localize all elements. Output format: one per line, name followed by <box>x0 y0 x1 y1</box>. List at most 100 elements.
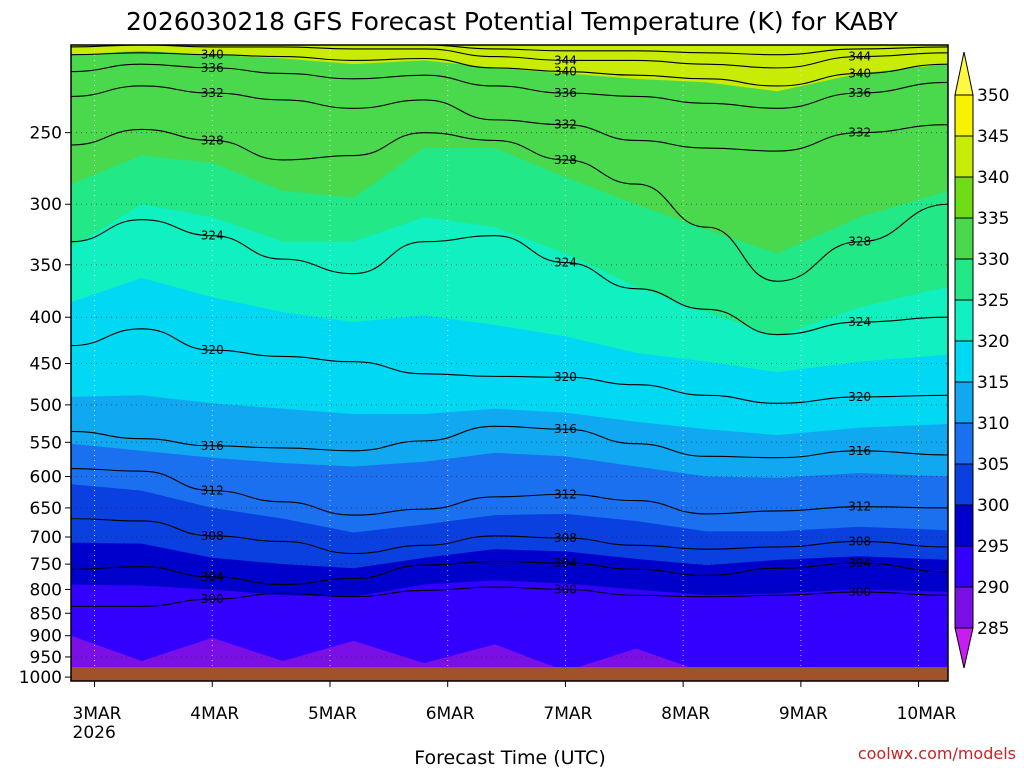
contour-label-312-2: 312 <box>848 500 871 514</box>
contour-316 <box>70 425 949 459</box>
colorbar-swatch-325 <box>954 258 974 301</box>
y-tick-label-550: 550 <box>30 433 62 453</box>
contour-label-300-1: 300 <box>554 582 577 596</box>
colorbar-swatch-290 <box>954 545 974 588</box>
y-axis: 250 300 350 400 450 500 550 600 650 700 750 800 850 9… <box>19 124 71 688</box>
contour-label-308-2: 308 <box>848 534 871 548</box>
colorbar-swatch-335 <box>954 176 974 219</box>
contour-308 <box>70 518 949 555</box>
contour-label-320-2: 320 <box>848 390 871 404</box>
colorbar-swatch-310 <box>954 381 974 424</box>
contour-label-304-0: 304 <box>201 570 224 584</box>
contour-label-328-2: 328 <box>848 235 871 249</box>
colorbar-swatch-345 <box>954 94 974 137</box>
ground-strip <box>71 667 948 681</box>
x-tick-label-7MAR: 7MAR <box>543 704 592 724</box>
y-tick-label-300: 300 <box>30 195 62 215</box>
colorbar-top-arrow <box>954 51 974 96</box>
y-tick-label-650: 650 <box>30 499 62 519</box>
y-tick-label-1000: 1000 <box>19 668 62 688</box>
colorbar-label-330: 330 <box>977 250 1009 270</box>
contour-label-300-2: 300 <box>848 585 871 599</box>
contour-label-340-1: 340 <box>554 65 577 79</box>
contour-label-344-2: 344 <box>848 50 871 64</box>
y-tick-label-800: 800 <box>30 580 62 600</box>
contour-label-336-0: 336 <box>201 61 224 75</box>
y-tick-label-900: 900 <box>30 627 62 647</box>
contour-328 <box>70 128 949 282</box>
contour-label-336-2: 336 <box>848 86 871 100</box>
colorbar-label-295: 295 <box>977 537 1009 557</box>
contour-label-328-0: 328 <box>201 133 224 147</box>
x-tick-label-6MAR: 6MAR <box>426 704 475 724</box>
x-tick-label-8MAR: 8MAR <box>661 704 710 724</box>
colorbar-label-335: 335 <box>977 209 1009 229</box>
contour-label-332-0: 332 <box>201 86 224 100</box>
colorbar-label-300: 300 <box>977 496 1009 516</box>
contour-label-340-0: 340 <box>201 48 224 62</box>
y-tick-label-700: 700 <box>30 528 62 548</box>
contour-label-304-2: 304 <box>848 556 871 570</box>
x-tick-label-9MAR: 9MAR <box>779 704 828 724</box>
colorbar-label-325: 325 <box>977 291 1009 311</box>
contour-label-304-1: 304 <box>554 556 577 570</box>
y-tick-label-950: 950 <box>30 648 62 668</box>
y-tick-label-250: 250 <box>30 124 62 144</box>
chart-title: 2026030218 GFS Forecast Potential Temper… <box>126 7 899 36</box>
contour-label-336-1: 336 <box>554 86 577 100</box>
contour-label-316-0: 316 <box>201 439 224 453</box>
contour-label-332-2: 332 <box>848 126 871 140</box>
contour-label-312-1: 312 <box>554 487 577 501</box>
colorbar-swatch-295 <box>954 504 974 547</box>
contour-label-324-2: 324 <box>848 315 871 329</box>
contour-340 <box>70 52 949 87</box>
x-tick-label-3MAR: 3MAR <box>73 704 122 724</box>
contour-344 <box>70 44 949 69</box>
contour-label-324-1: 324 <box>554 256 577 270</box>
y-tick-label-750: 750 <box>30 555 62 575</box>
colorbar-label-305: 305 <box>977 455 1009 475</box>
colorbar-label-310: 310 <box>977 414 1009 434</box>
contour-324 <box>70 219 949 336</box>
contour-label-300-0: 300 <box>201 592 224 606</box>
plot-area: 300 300 300 304 304 304 308 308 308 312 312 312 316 3… <box>70 44 949 682</box>
contour-label-320-0: 320 <box>201 343 224 357</box>
contour-336 <box>70 63 949 109</box>
x-tick-label-10MAR: 10MAR <box>897 704 957 724</box>
contour-label-320-1: 320 <box>554 370 577 384</box>
field-band-295 <box>71 580 948 681</box>
colorbar-label-320: 320 <box>977 332 1009 352</box>
credit-text[interactable]: coolwx.com/models <box>858 744 1016 763</box>
colorbar-bottom-arrow <box>954 627 974 669</box>
contour-label-340-2: 340 <box>848 66 871 80</box>
contour-320 <box>70 328 949 404</box>
colorbar-swatch-340 <box>954 135 974 178</box>
x-year-label: 2026 <box>73 723 116 743</box>
colorbar-label-290: 290 <box>977 578 1009 598</box>
colorbar-swatch-320 <box>954 299 974 342</box>
y-tick-label-350: 350 <box>30 256 62 276</box>
contour-304 <box>70 560 949 586</box>
y-tick-label-450: 450 <box>30 354 62 374</box>
x-tick-label-5MAR: 5MAR <box>308 704 357 724</box>
contour-label-344-1: 344 <box>554 53 577 67</box>
contour-300 <box>71 586 949 607</box>
colorbar-label-350: 350 <box>977 86 1009 106</box>
contour-label-328-1: 328 <box>554 153 577 167</box>
y-tick-label-600: 600 <box>30 467 62 487</box>
colorbar-swatch-305 <box>954 422 974 465</box>
colorbar-swatch-300 <box>954 463 974 506</box>
contour-312 <box>70 467 949 516</box>
colorbar-label-315: 315 <box>977 373 1009 393</box>
y-tick-label-400: 400 <box>30 308 62 328</box>
contour-label-324-0: 324 <box>201 229 224 243</box>
colorbar-label-285: 285 <box>977 619 1009 639</box>
contour-label-332-1: 332 <box>554 118 577 132</box>
x-tick-label-4MAR: 4MAR <box>190 704 239 724</box>
colorbar-label-340: 340 <box>977 168 1009 188</box>
colorbar-swatch-330 <box>954 217 974 260</box>
contour-332 <box>70 85 949 152</box>
contour-label-308-1: 308 <box>554 531 577 545</box>
contour-label-316-1: 316 <box>554 422 577 436</box>
